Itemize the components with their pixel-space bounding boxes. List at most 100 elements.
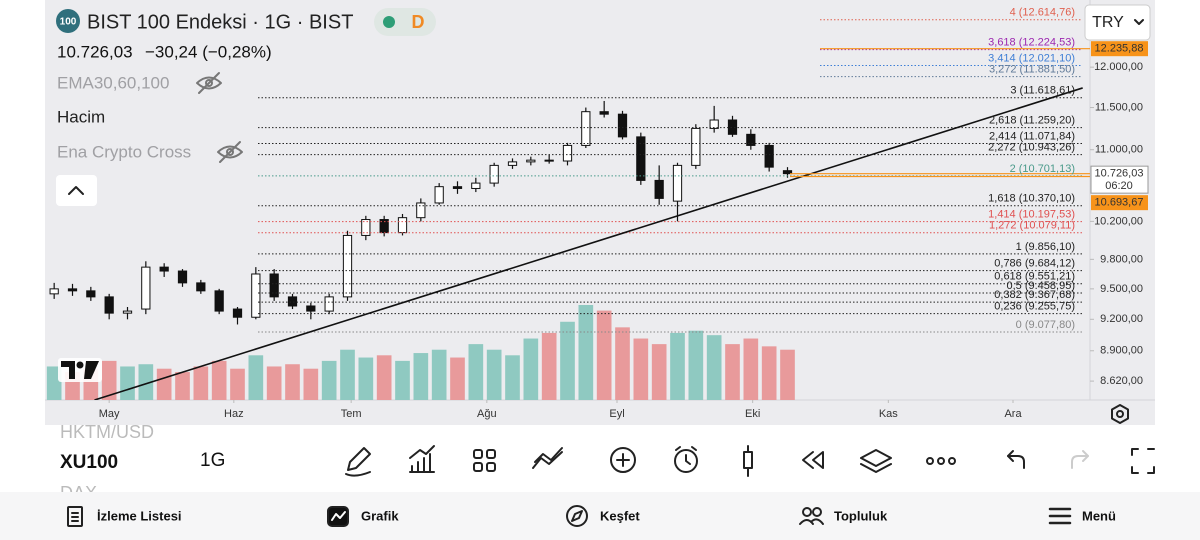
- indicator-name: Ena Crypto Cross: [57, 142, 191, 161]
- x-tick-label: Kas: [879, 408, 898, 420]
- candle-body: [617, 113, 628, 138]
- tv-logo: [58, 358, 102, 382]
- candle-body: [67, 288, 78, 292]
- layers-tool[interactable]: [860, 449, 892, 473]
- y-tick-label: 11.500,00: [1095, 101, 1143, 113]
- fib-label: 3,618 (12.224,53): [988, 36, 1075, 48]
- time-axis-settings[interactable]: [1111, 404, 1129, 424]
- y-tick-label: 9.500,00: [1100, 283, 1143, 295]
- nav-item[interactable]: Keşfet: [600, 508, 640, 523]
- candle-body: [489, 164, 499, 184]
- candle-body: [672, 164, 683, 202]
- volume-bar: [615, 327, 630, 400]
- candle-body: [691, 127, 701, 166]
- nav-item[interactable]: Menü: [1082, 508, 1116, 523]
- fib-label: 2 (10.701,13): [1010, 163, 1075, 175]
- symbol-item[interactable]: DAX: [60, 483, 97, 503]
- badge: [56, 9, 80, 33]
- volume-bar: [651, 344, 667, 400]
- candle-tool[interactable]: [743, 445, 753, 477]
- candle-body: [306, 305, 316, 312]
- candle-body: [269, 273, 279, 298]
- status-dot: [383, 16, 395, 28]
- candle-body: [471, 182, 481, 189]
- x-tick-label: Tem: [341, 408, 362, 420]
- chart-icon: [327, 506, 349, 527]
- x-tick-label: Eyl: [609, 408, 624, 420]
- fib-label: 1 (9.856,10): [1016, 241, 1075, 253]
- fib-label: 3 (11.618,61): [1010, 85, 1075, 97]
- nav-item[interactable]: İzleme Listesi: [97, 508, 182, 523]
- fib-label: 0,786 (9.684,12): [994, 258, 1075, 270]
- candle-body: [361, 219, 371, 236]
- indicators-tool[interactable]: [409, 445, 435, 473]
- bottom-nav: [0, 492, 1200, 540]
- candle-body: [434, 186, 444, 204]
- volume-bar: [761, 346, 777, 400]
- price-marker-label: 10.726,03: [1095, 168, 1144, 180]
- y-tick-label: 12.000,00: [1094, 61, 1143, 73]
- candle-body: [287, 296, 298, 307]
- price-marker: [1091, 41, 1148, 57]
- y-tick-label: 8.900,00: [1100, 345, 1143, 357]
- watchlist-icon: [67, 506, 83, 527]
- last-price: 10.726,03: [57, 42, 133, 61]
- x-tick-label: Ara: [1004, 408, 1022, 420]
- candle-body: [782, 170, 793, 175]
- volume-bar: [101, 360, 117, 400]
- candle-body: [49, 288, 59, 295]
- candle-body: [599, 111, 609, 115]
- interval[interactable]: 1G: [200, 450, 225, 471]
- y-tick-label: 8.620,00: [1100, 375, 1143, 387]
- candle-body: [764, 144, 774, 168]
- hide-icon[interactable]: [196, 72, 222, 94]
- candle-body: [526, 159, 536, 163]
- x-tick-label: May: [99, 408, 120, 420]
- candle-body: [709, 119, 719, 129]
- fib-label: 2,272 (10.943,26): [988, 142, 1075, 154]
- hide-icon[interactable]: [217, 141, 243, 163]
- volume-bar: [578, 305, 594, 400]
- compare-tool[interactable]: [532, 447, 563, 469]
- candle-body: [636, 136, 646, 181]
- badge-text: 100: [60, 17, 77, 28]
- volume-bar: [156, 368, 172, 400]
- fib-label: 0,618 (9.551,21): [994, 271, 1075, 283]
- draw-tool[interactable]: [345, 447, 371, 477]
- indicator-name: EMA30,60,100: [57, 73, 169, 92]
- candle-body: [86, 290, 96, 298]
- fib-label: 3,414 (12.021,10): [988, 52, 1075, 64]
- candle-body: [654, 179, 664, 199]
- y-tick-label: 11.000,00: [1095, 144, 1143, 156]
- candle-body: [177, 270, 188, 284]
- fib-label: 0,382 (9.367,68): [994, 289, 1075, 301]
- candle-body: [122, 310, 133, 314]
- currency-select[interactable]: [1084, 4, 1151, 41]
- volume-bar: [560, 321, 575, 400]
- templates-tool[interactable]: [473, 449, 496, 472]
- dropdown-icon: [1134, 19, 1144, 25]
- volume-bar: [321, 360, 337, 400]
- fullscreen-tool[interactable]: [1131, 448, 1155, 474]
- more-tool[interactable]: [926, 457, 956, 465]
- fib-label: 1,618 (10.370,10): [988, 193, 1075, 205]
- fib-label: 1,414 (10.197,53): [988, 209, 1075, 221]
- redo-tool[interactable]: [1071, 450, 1089, 469]
- x-tick-label: Haz: [224, 408, 244, 420]
- collapse-icon: [68, 186, 84, 195]
- undo-tool[interactable]: [1007, 450, 1025, 469]
- symbol-item[interactable]: XU100: [60, 452, 118, 473]
- symbol-item[interactable]: HKTM/USD: [60, 422, 154, 442]
- replay-tool[interactable]: [802, 451, 824, 469]
- nav-item[interactable]: Grafik: [361, 508, 399, 523]
- volume-bar: [505, 355, 520, 400]
- explore-icon: [566, 505, 588, 527]
- volume-bar: [358, 357, 374, 400]
- volume-bar: [468, 344, 484, 400]
- alert-tool[interactable]: [674, 446, 698, 473]
- collapse-button[interactable]: [56, 175, 97, 206]
- candle-body: [452, 186, 463, 189]
- add-tool[interactable]: [610, 447, 636, 473]
- candle-body: [342, 234, 353, 298]
- nav-item[interactable]: Topluluk: [834, 508, 888, 523]
